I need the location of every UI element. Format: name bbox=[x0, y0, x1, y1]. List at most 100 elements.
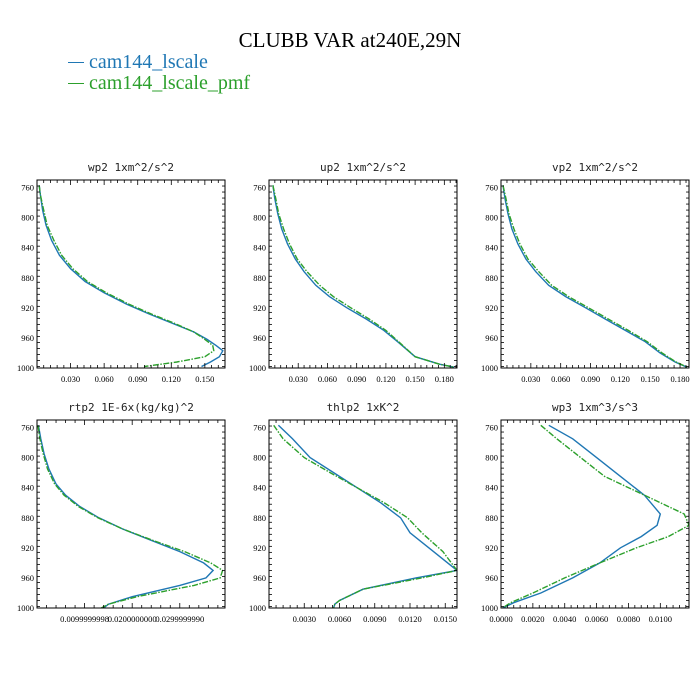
legend-label: cam144_lscale bbox=[89, 51, 208, 73]
plot-frame bbox=[268, 419, 458, 609]
chart-panel-4: rtp2 1E-6x(kg/kg)^2 760 800 840 880 920 960 100… bbox=[17, 401, 226, 624]
x-tick-label: 0.0030 bbox=[293, 614, 316, 624]
x-tick-label: 0.0299999990 bbox=[155, 614, 204, 624]
legend-item-cam144-lscale: cam144_lscale bbox=[68, 51, 208, 73]
x-tick-label: 0.120 bbox=[162, 374, 181, 384]
y-tick-label: 960 bbox=[253, 333, 266, 343]
y-tick-label: 840 bbox=[21, 483, 34, 493]
x-tick-label: 0.0200000000 bbox=[108, 614, 157, 624]
y-tick-label: 880 bbox=[485, 513, 498, 523]
x-tick-label: 0.120 bbox=[611, 374, 630, 384]
series-line-cam144-lscale-pmf bbox=[272, 185, 455, 368]
x-tick-label: 0.060 bbox=[95, 374, 114, 384]
y-tick-label: 920 bbox=[485, 303, 498, 313]
x-tick-label: 0.150 bbox=[195, 374, 214, 384]
y-tick-label: 960 bbox=[485, 333, 498, 343]
y-tick-label: 880 bbox=[21, 513, 34, 523]
y-tick-label: 920 bbox=[253, 303, 266, 313]
panel-title: up2 1xm^2/s^2 bbox=[320, 161, 406, 174]
x-tick-label: 0.0150 bbox=[434, 614, 457, 624]
chart-panel-6: wp3 1xm^3/s^3 760 800 840 880 920 960 10000.000… bbox=[481, 401, 690, 624]
y-tick-label: 840 bbox=[253, 243, 266, 253]
y-tick-label: 1000 bbox=[481, 363, 498, 373]
series-line-cam144-lscale-pmf bbox=[273, 424, 457, 608]
y-tick-label: 760 bbox=[485, 423, 498, 433]
x-tick-label: 0.0060 bbox=[328, 614, 351, 624]
panel-title: rtp2 1E-6x(kg/kg)^2 bbox=[68, 401, 194, 414]
y-tick-label: 840 bbox=[21, 243, 34, 253]
x-tick-label: 0.150 bbox=[641, 374, 660, 384]
y-tick-label: 920 bbox=[485, 543, 498, 553]
y-tick-label: 920 bbox=[21, 543, 34, 553]
y-tick-label: 960 bbox=[21, 573, 34, 583]
x-tick-label: 0.0000 bbox=[489, 614, 512, 624]
figure-title: CLUBB VAR at240E,29N bbox=[238, 28, 462, 52]
chart-panel-2: up2 1xm^2/s^2 760 800 840 880 920 960 1000 0.030… bbox=[249, 161, 458, 384]
y-tick-label: 840 bbox=[485, 243, 498, 253]
x-tick-label: 0.0090 bbox=[363, 614, 386, 624]
plot-frame bbox=[268, 179, 458, 369]
y-tick-label: 800 bbox=[485, 213, 498, 223]
legend-item-cam144-lscale-pmf: cam144_lscale_pmf bbox=[68, 72, 250, 94]
y-tick-label: 1000 bbox=[17, 363, 34, 373]
x-tick-label: 0.060 bbox=[551, 374, 570, 384]
panel-title: thlp2 1xK^2 bbox=[327, 401, 400, 414]
plot-frame bbox=[500, 179, 690, 369]
y-tick-label: 760 bbox=[485, 183, 498, 193]
plot-frame bbox=[36, 179, 226, 369]
series-line-cam144-lscale-pmf bbox=[37, 425, 224, 608]
y-tick-label: 960 bbox=[21, 333, 34, 343]
x-tick-label: 0.180 bbox=[435, 374, 454, 384]
y-tick-label: 800 bbox=[253, 453, 266, 463]
x-tick-label: 0.030 bbox=[521, 374, 540, 384]
panel-title: wp3 1xm^3/s^3 bbox=[552, 401, 638, 414]
legend-label: cam144_lscale_pmf bbox=[89, 72, 251, 94]
plot-frame bbox=[500, 419, 690, 609]
x-tick-label: 0.0020 bbox=[521, 614, 544, 624]
y-tick-label: 760 bbox=[253, 423, 266, 433]
x-tick-label: 0.0040 bbox=[553, 614, 576, 624]
y-tick-label: 760 bbox=[253, 183, 266, 193]
y-tick-label: 960 bbox=[253, 573, 266, 583]
series-line-cam144-lscale bbox=[37, 425, 215, 608]
x-tick-label: 0.090 bbox=[581, 374, 600, 384]
y-tick-label: 1000 bbox=[249, 603, 266, 613]
chart-panel-3: vp2 1xm^2/s^2 760 800 840 880 920 960 1000 0.030… bbox=[481, 161, 690, 384]
y-tick-label: 800 bbox=[485, 453, 498, 463]
series-line-cam144-lscale bbox=[277, 424, 457, 608]
x-tick-label: 0.150 bbox=[406, 374, 425, 384]
chart-panel-1: wp2 1xm^2/s^2 760 800 840 880 920 960 1000 0.030… bbox=[17, 161, 226, 384]
x-tick-label: 0.0099999998 bbox=[60, 614, 109, 624]
series-line-cam144-lscale bbox=[502, 424, 662, 608]
y-tick-label: 920 bbox=[21, 303, 34, 313]
chart-panel-5: thlp2 1xK^2 760 800 840 880 920 960 1000 0.0030 0… bbox=[249, 401, 458, 624]
x-tick-label: 0.090 bbox=[128, 374, 147, 384]
x-tick-label: 0.0080 bbox=[617, 614, 640, 624]
y-tick-label: 760 bbox=[21, 183, 34, 193]
x-tick-label: 0.060 bbox=[318, 374, 337, 384]
x-tick-label: 0.030 bbox=[61, 374, 80, 384]
y-tick-label: 880 bbox=[21, 273, 34, 283]
legend-line-swatch bbox=[68, 82, 84, 84]
y-tick-label: 880 bbox=[485, 273, 498, 283]
series-line-cam144-lscale-pmf bbox=[38, 185, 215, 368]
y-tick-label: 840 bbox=[485, 483, 498, 493]
y-tick-label: 1000 bbox=[17, 603, 34, 613]
legend-line-swatch bbox=[68, 61, 84, 63]
y-tick-label: 1000 bbox=[481, 603, 498, 613]
series-line-cam144-lscale bbox=[502, 185, 688, 368]
series-line-cam144-lscale-pmf bbox=[502, 185, 688, 368]
y-tick-label: 960 bbox=[485, 573, 498, 583]
panel-title: vp2 1xm^2/s^2 bbox=[552, 161, 638, 174]
y-tick-label: 800 bbox=[253, 213, 266, 223]
y-tick-label: 880 bbox=[253, 273, 266, 283]
y-tick-label: 840 bbox=[253, 483, 266, 493]
y-tick-label: 880 bbox=[253, 513, 266, 523]
y-tick-label: 1000 bbox=[249, 363, 266, 373]
y-tick-label: 920 bbox=[253, 543, 266, 553]
x-tick-label: 0.180 bbox=[670, 374, 689, 384]
series-line-cam144-lscale bbox=[272, 185, 455, 368]
panel-title: wp2 1xm^2/s^2 bbox=[88, 161, 174, 174]
